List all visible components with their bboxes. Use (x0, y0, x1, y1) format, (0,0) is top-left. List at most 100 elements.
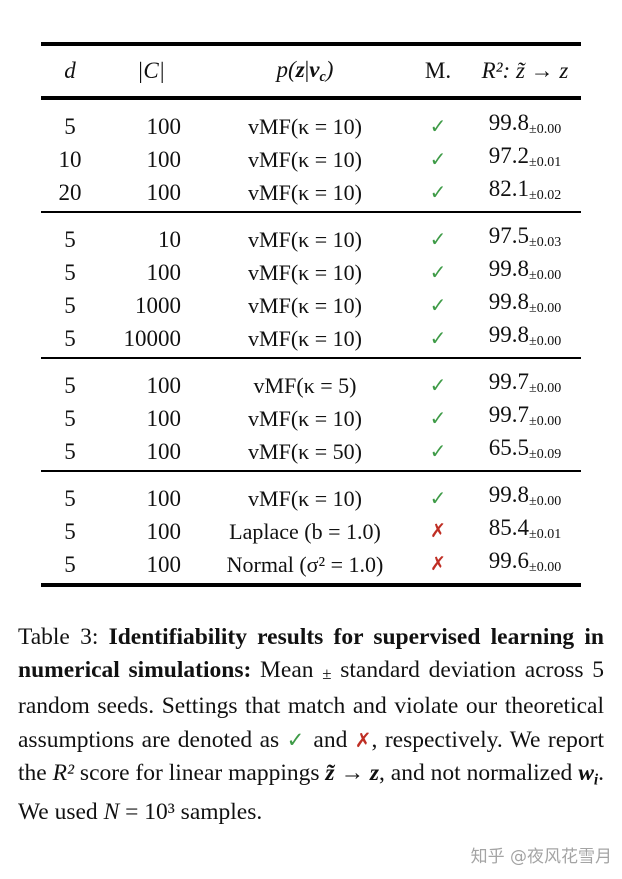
cell-r2-std: ±0.00 (529, 122, 562, 137)
cell-r2-score: 99.8±0.00 (488, 322, 562, 349)
caption-segment: = 10³ samples. (119, 799, 263, 826)
watermark: 知乎 @夜风花雪月 (470, 847, 612, 867)
cell-dimension: 5 (64, 485, 76, 511)
table-row: 5 100 vMF(κ = 10) ✓ 99.8±0.00 (41, 252, 581, 285)
distribution-header-suffix: ) (325, 56, 334, 82)
caption-segment: Mean (260, 657, 323, 683)
cell-set-size: 100 (146, 372, 182, 398)
table-row: 10 100 vMF(κ = 10) ✓ 97.2±0.01 (41, 139, 581, 172)
cell-check-mark: ✓ (429, 438, 447, 463)
cell-cross-mark: ✗ (430, 552, 446, 575)
cell-r2-std: ±0.00 (529, 414, 562, 429)
cell-set-size: 10000 (123, 325, 182, 351)
cell-r2-score: 85.4±0.01 (488, 515, 562, 542)
cell-distribution: vMF(κ = 10) (248, 113, 362, 139)
cell-set-size: 100 (146, 405, 182, 431)
cell-r2-std: ±0.03 (529, 235, 562, 250)
cell-dimension: 5 (64, 372, 76, 398)
cell-dimension: 5 (64, 259, 76, 285)
table-top-rule (41, 42, 581, 46)
table-row: 5 100 vMF(κ = 5) ✓ 99.7±0.00 (41, 365, 581, 398)
table-row: 5 100 Normal (σ² = 1.0) ✗ 99.6±0.00 (41, 544, 581, 577)
cell-r2-score: 99.8±0.00 (488, 110, 562, 137)
table-group-kappa: 5 100 vMF(κ = 5) ✓ 99.7±0.00 5 100 vMF(κ = 10) ✓… (41, 359, 581, 470)
cell-check-mark: ✓ (429, 485, 447, 510)
cell-r2-score: 99.8±0.00 (488, 256, 562, 283)
cell-r2-score: 99.7±0.00 (488, 402, 562, 429)
caption-segment: w (578, 760, 594, 787)
caption-segment: . We used (18, 760, 604, 826)
table-group-set-size: 5 10 vMF(κ = 10) ✓ 97.5±0.03 5 100 vMF(κ = 10) ✓… (41, 213, 581, 357)
cell-check-mark: ✓ (429, 372, 447, 397)
cell-check-mark: ✓ (429, 325, 447, 350)
table-header-rule (41, 96, 581, 100)
cell-set-size: 100 (146, 485, 182, 511)
cell-distribution: vMF(κ = 10) (248, 259, 362, 285)
cell-check-mark: ✓ (429, 405, 447, 430)
cell-r2-score: 99.7±0.00 (488, 369, 562, 396)
cell-r2-std: ±0.00 (529, 381, 562, 396)
cell-set-size: 100 (146, 179, 182, 205)
cell-distribution: vMF(κ = 10) (248, 405, 362, 431)
cell-distribution: vMF(κ = 10) (248, 226, 362, 252)
cell-distribution: vMF(κ = 10) (248, 485, 362, 511)
group-separator-rule (41, 211, 581, 213)
caption-segment: N (103, 799, 120, 826)
col-header-dimension: d (64, 58, 76, 83)
cell-r2-score: 99.6±0.00 (488, 548, 562, 575)
caption-segment: , and not normalized (379, 760, 579, 787)
table-row: 5 100 Laplace (b = 1.0) ✗ 85.4±0.01 (41, 511, 581, 544)
cell-dimension: 5 (64, 518, 76, 544)
cell-r2-std: ±0.00 (529, 334, 562, 349)
cell-set-size: 100 (146, 259, 182, 285)
cell-r2-score: 99.8±0.00 (488, 289, 562, 316)
cell-r2-std: ±0.00 (529, 301, 562, 316)
table-row: 20 100 vMF(κ = 10) ✓ 82.1±0.02 (41, 172, 581, 205)
cell-set-size: 100 (146, 551, 182, 577)
caption-segment: standard deviation across 5 random seeds… (18, 657, 604, 754)
cell-dimension: 5 (64, 113, 76, 139)
group-separator-rule (41, 470, 581, 472)
table-row: 5 10 vMF(κ = 10) ✓ 97.5±0.03 (41, 219, 581, 252)
cell-r2-std: ±0.00 (529, 268, 562, 283)
cell-distribution: vMF(κ = 10) (248, 292, 362, 318)
table-row: 5 100 vMF(κ = 50) ✓ 65.5±0.09 (41, 431, 581, 464)
caption-segment: ✓ (286, 727, 306, 753)
cell-r2-std: ±0.00 (529, 494, 562, 509)
cell-distribution: vMF(κ = 10) (248, 179, 362, 205)
table-bottom-rule (41, 583, 581, 587)
cell-check-mark: ✓ (429, 179, 447, 204)
caption-segment: , respectively. We report the (18, 727, 605, 787)
cell-check-mark: ✓ (429, 259, 447, 284)
caption-segment: ± (322, 664, 332, 684)
cell-dimension: 5 (64, 226, 76, 252)
col-header-match: M. (424, 58, 452, 83)
table-row: 5 10000 vMF(κ = 10) ✓ 99.8±0.00 (41, 318, 581, 351)
cell-r2-score: 97.5±0.03 (488, 223, 562, 250)
cell-r2-score: 99.8±0.00 (488, 482, 562, 509)
cell-distribution: vMF(κ = 10) (248, 146, 362, 172)
table-row: 5 100 vMF(κ = 10) ✓ 99.8±0.00 (41, 106, 581, 139)
cell-r2-std: ±0.00 (529, 560, 562, 575)
table-group-dimension: 5 100 vMF(κ = 10) ✓ 99.8±0.00 10 100 vMF(κ = 10… (41, 100, 581, 211)
table-header-row: d |C| p(z|vc) M. R²: z̃ → z (41, 46, 581, 96)
cell-dimension: 5 (64, 325, 76, 351)
caption-segment: z̃ → z (325, 760, 380, 787)
caption-segment: Table 3: (18, 624, 109, 650)
caption-segment: ✗ (354, 728, 372, 753)
cell-distribution: vMF(κ = 50) (248, 438, 362, 464)
results-table: d |C| p(z|vc) M. R²: z̃ → z 5 100 vMF(κ = … (41, 42, 581, 587)
caption-segment: Identifiability results for supervised l… (18, 624, 604, 683)
distribution-header-bar: | (304, 56, 310, 82)
cell-set-size: 1000 (135, 292, 181, 318)
caption-segment: score for linear mappings (74, 760, 326, 787)
table-group-distribution: 5 100 vMF(κ = 10) ✓ 99.8±0.00 5 100 Laplace (b … (41, 472, 581, 583)
cell-dimension: 5 (64, 551, 76, 577)
distribution-header-v: v (309, 56, 320, 82)
cell-set-size: 10 (158, 226, 181, 252)
table-row: 5 100 vMF(κ = 10) ✓ 99.7±0.00 (41, 398, 581, 431)
cell-dimension: 5 (64, 292, 76, 318)
cell-check-mark: ✓ (429, 292, 447, 317)
cell-dimension: 20 (58, 179, 82, 205)
group-separator-rule (41, 357, 581, 359)
